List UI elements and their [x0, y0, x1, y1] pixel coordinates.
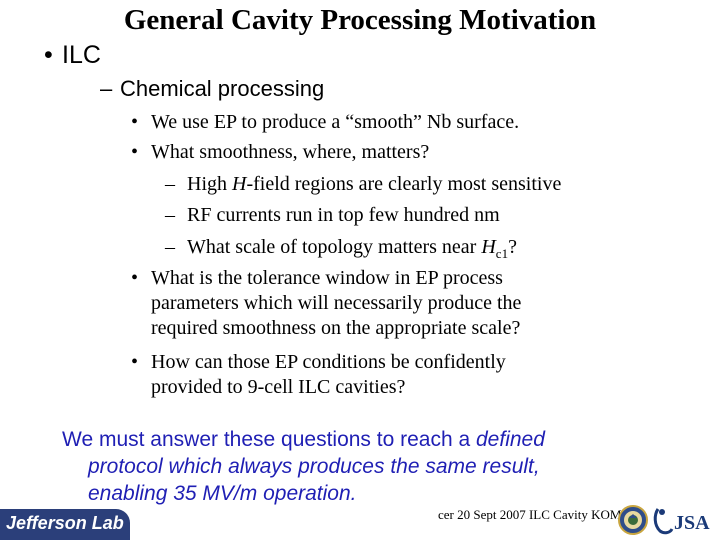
- slide-title: General Cavity Processing Motivation: [123, 4, 597, 36]
- subitem-text-post: ?: [508, 236, 517, 258]
- subitem-text-pre: High: [187, 173, 232, 195]
- dash-marker: –: [100, 76, 113, 101]
- dash-marker: –: [165, 204, 175, 226]
- bullet-marker: •: [131, 141, 139, 163]
- bullet-level2: – Chemical processing: [100, 76, 325, 102]
- dash-marker: –: [165, 236, 175, 258]
- subitem-text-sub: c1: [495, 246, 509, 261]
- bullet-line: required smoothness on the appropriate s…: [151, 317, 521, 339]
- svg-text:JSA: JSA: [674, 512, 710, 534]
- subitem-text: RF currents run in top few hundred nm: [187, 204, 500, 226]
- bullet-text-ilc: ILC: [62, 41, 101, 69]
- doe-seal-icon: [618, 505, 648, 535]
- bullet-text: We use EP to produce a “smooth” Nb surfa…: [151, 111, 520, 133]
- conclusion-line-1-italic: defined: [476, 428, 545, 451]
- conclusion-line-3: enabling 35 MV/m operation.: [62, 480, 682, 507]
- bullet-marker: •: [131, 267, 139, 289]
- bullet-line: parameters which will necessarily produc…: [151, 292, 522, 314]
- bullet-line: How can those EP conditions be confident…: [151, 351, 506, 373]
- bullet-item-smoothness: • What smoothness, where, matters?: [131, 140, 430, 165]
- subitem-rf-currents: – RF currents run in top few hundred nm: [165, 203, 500, 228]
- bullet-line: What is the tolerance window in EP proce…: [151, 267, 503, 289]
- conclusion-line-3-text: enabling 35 MV/m operation.: [88, 482, 357, 505]
- subitem-text-em: H: [481, 236, 496, 258]
- jsa-logo-icon: JSA: [653, 508, 710, 535]
- bullet-item-ep: • We use EP to produce a “smooth” Nb sur…: [131, 110, 520, 135]
- conclusion-line-2-text: protocol which always produces the same …: [88, 455, 540, 478]
- subitem-text-em: H: [232, 173, 247, 195]
- conclusion-line-1: We must answer these questions to reach …: [62, 426, 682, 453]
- jefferson-lab-logo-text: Jefferson Lab: [6, 513, 124, 533]
- bullet-marker: •: [131, 351, 139, 373]
- subitem-topology: – What scale of topology matters near Hc…: [165, 235, 517, 266]
- subitem-text-pre: What scale of topology matters near: [187, 236, 482, 258]
- footer-text: cer 20 Sept 2007 ILC Cavity KOM: [438, 507, 622, 522]
- bullet-marker: •: [44, 41, 53, 69]
- conclusion-text: We must answer these questions to reach …: [62, 426, 682, 507]
- subitem-h-field: – High H-field regions are clearly most …: [165, 172, 562, 197]
- bullet-text-chemical: Chemical processing: [120, 76, 325, 101]
- jefferson-lab-logo: Jefferson Lab: [0, 509, 130, 540]
- bullet-text: What smoothness, where, matters?: [151, 141, 430, 163]
- bullet-level1: • ILC: [44, 40, 101, 70]
- conclusion-line-2: protocol which always produces the same …: [62, 453, 682, 480]
- bullet-marker: •: [131, 111, 139, 133]
- dash-marker: –: [165, 173, 175, 195]
- bullet-item-conditions: • How can those EP conditions be confide…: [131, 350, 506, 400]
- conclusion-line-1-normal: We must answer these questions to reach …: [62, 428, 476, 451]
- subitem-text-post: -field regions are clearly most sensitiv…: [246, 173, 562, 195]
- bullet-item-tolerance: • What is the tolerance window in EP pro…: [131, 266, 522, 341]
- bullet-line: provided to 9-cell ILC cavities?: [151, 376, 406, 398]
